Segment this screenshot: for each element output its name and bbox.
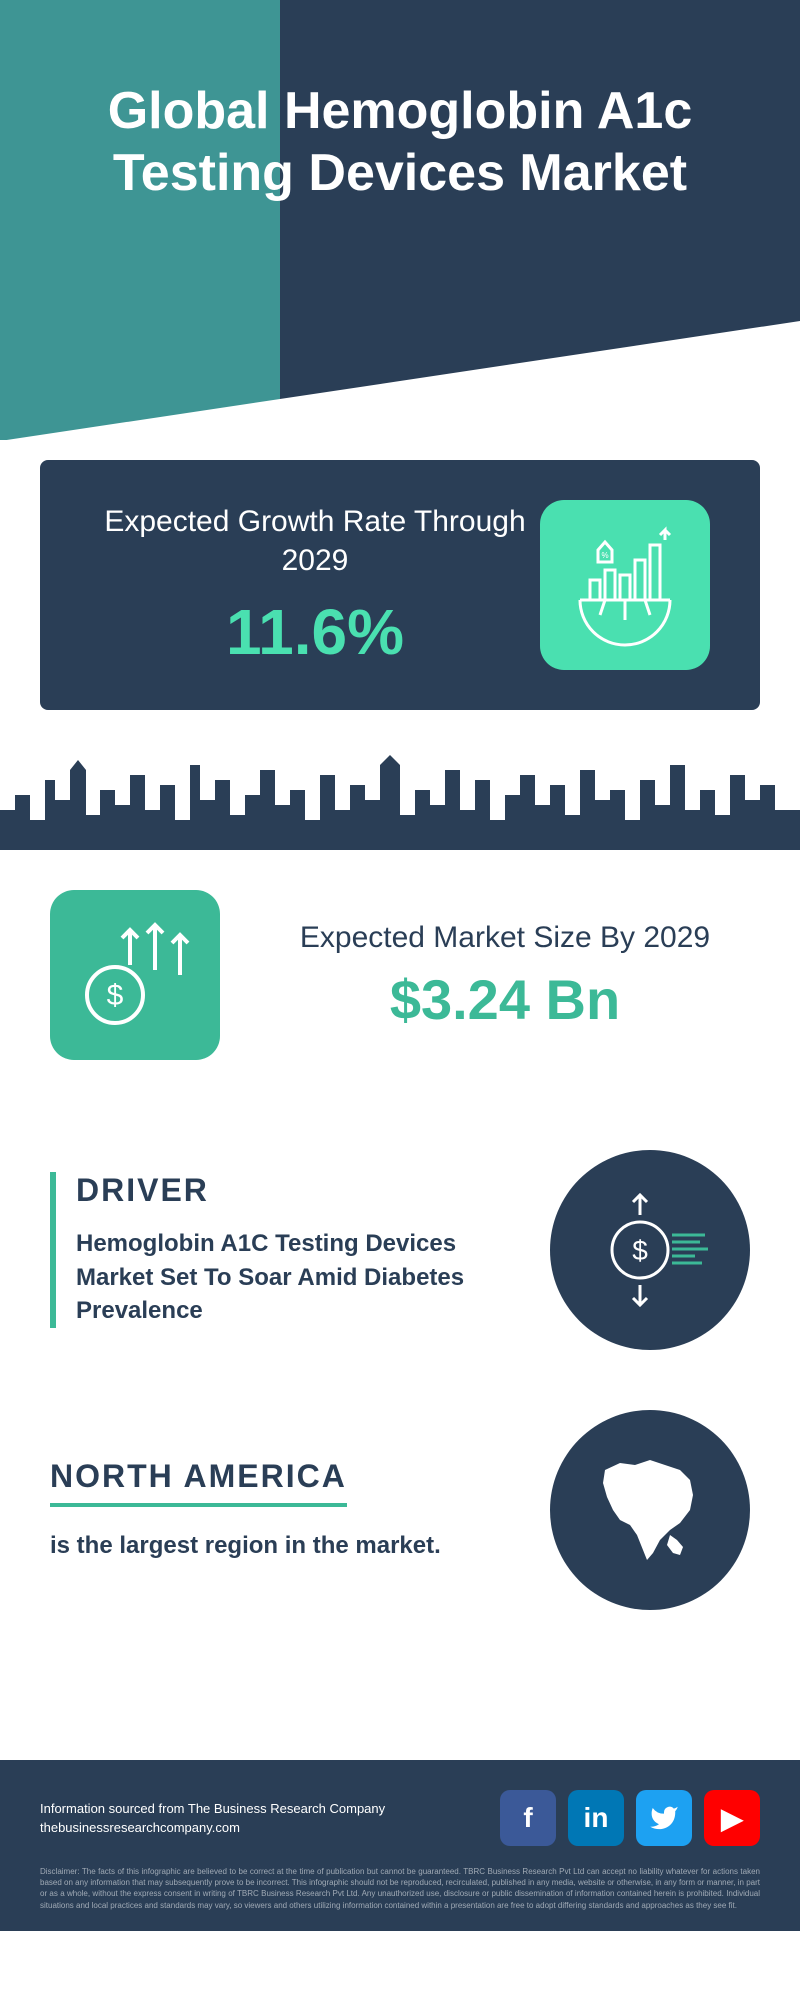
city-skyline-decoration xyxy=(0,750,800,850)
page-title: Global Hemoglobin A1c Testing Devices Ma… xyxy=(60,80,740,205)
footer-source: Information sourced from The Business Re… xyxy=(40,1799,385,1838)
linkedin-icon[interactable]: in xyxy=(568,1790,624,1846)
source-line-2: thebusinessresearchcompany.com xyxy=(40,1818,385,1838)
region-title: NORTH AMERICA xyxy=(50,1458,347,1507)
region-text: NORTH AMERICA is the largest region in t… xyxy=(50,1458,520,1563)
growth-rate-card: Expected Growth Rate Through 2029 11.6% xyxy=(40,460,760,710)
market-size-label: Expected Market Size By 2029 xyxy=(260,918,750,957)
north-america-map-icon xyxy=(550,1410,750,1610)
market-size-section: $ Expected Market Size By 2029 $3.24 Bn xyxy=(0,850,800,1120)
svg-text:$: $ xyxy=(632,1235,648,1266)
dollar-exchange-icon: $ xyxy=(550,1150,750,1350)
facebook-icon[interactable]: f xyxy=(500,1790,556,1846)
svg-text:%: % xyxy=(601,551,608,560)
infographic-root: Global Hemoglobin A1c Testing Devices Ma… xyxy=(0,0,800,1931)
social-icons-row: f in ▶ xyxy=(500,1790,760,1846)
driver-title: DRIVER xyxy=(76,1172,520,1217)
driver-section: DRIVER Hemoglobin A1C Testing Devices Ma… xyxy=(0,1120,800,1380)
dollar-arrows-up-icon: $ xyxy=(50,890,220,1060)
youtube-icon[interactable]: ▶ xyxy=(704,1790,760,1846)
region-body: is the largest region in the market. xyxy=(50,1529,520,1563)
twitter-icon[interactable] xyxy=(636,1790,692,1846)
svg-text:$: $ xyxy=(107,979,124,1012)
driver-body: Hemoglobin A1C Testing Devices Market Se… xyxy=(76,1227,520,1328)
source-line-1: Information sourced from The Business Re… xyxy=(40,1799,385,1819)
market-size-value: $3.24 Bn xyxy=(260,967,750,1032)
growth-rate-value: 11.6% xyxy=(90,595,540,669)
header-banner: Global Hemoglobin A1c Testing Devices Ma… xyxy=(0,0,800,440)
footer-top-row: Information sourced from The Business Re… xyxy=(40,1790,760,1846)
growth-rate-text: Expected Growth Rate Through 2029 11.6% xyxy=(90,502,540,669)
market-size-text: Expected Market Size By 2029 $3.24 Bn xyxy=(260,918,750,1032)
footer: Information sourced from The Business Re… xyxy=(0,1760,800,1931)
growth-rate-label: Expected Growth Rate Through 2029 xyxy=(90,502,540,580)
driver-text: DRIVER Hemoglobin A1C Testing Devices Ma… xyxy=(50,1172,520,1328)
region-section: NORTH AMERICA is the largest region in t… xyxy=(0,1380,800,1640)
disclaimer-text: Disclaimer: The facts of this infographi… xyxy=(40,1866,760,1911)
growth-chart-globe-icon: % xyxy=(540,500,710,670)
